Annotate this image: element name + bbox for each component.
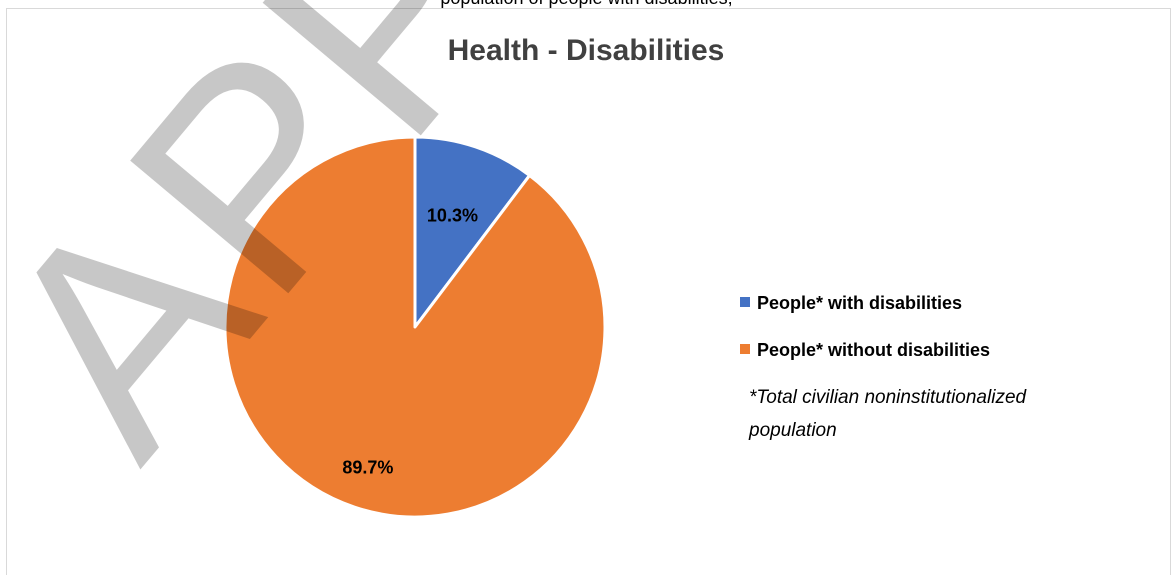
footnote-line: *Total civilian noninstitutionalized <box>749 387 1028 408</box>
header-text-fragment: population of people with disabilities, <box>0 0 1173 8</box>
legend-swatch-people-without-disabilities <box>740 344 750 354</box>
pie-slice-people-without-disabilities <box>223 135 607 519</box>
chart-frame <box>6 8 1171 575</box>
data-label-people-without-disabilities: 89.7% <box>342 458 393 478</box>
footnote-line: population <box>748 420 837 441</box>
chart-title: Health - Disabilities <box>448 34 725 67</box>
pie-slices <box>223 135 607 519</box>
pie-slice-people-with-disabilities <box>413 135 532 329</box>
footnote: *Total civilian noninstitutionalized popu… <box>748 387 1028 441</box>
data-label-people-with-disabilities: 10.3% <box>427 205 478 225</box>
pie-slice-labels: 10.3% 89.7% <box>342 205 478 477</box>
legend-label-people-with-disabilities: People* with disabilities <box>757 293 962 313</box>
legend-label-people-without-disabilities: People* without disabilities <box>757 340 990 360</box>
legend: People* with disabilities People* without… <box>740 293 990 360</box>
legend-swatch-people-with-disabilities <box>740 297 750 307</box>
